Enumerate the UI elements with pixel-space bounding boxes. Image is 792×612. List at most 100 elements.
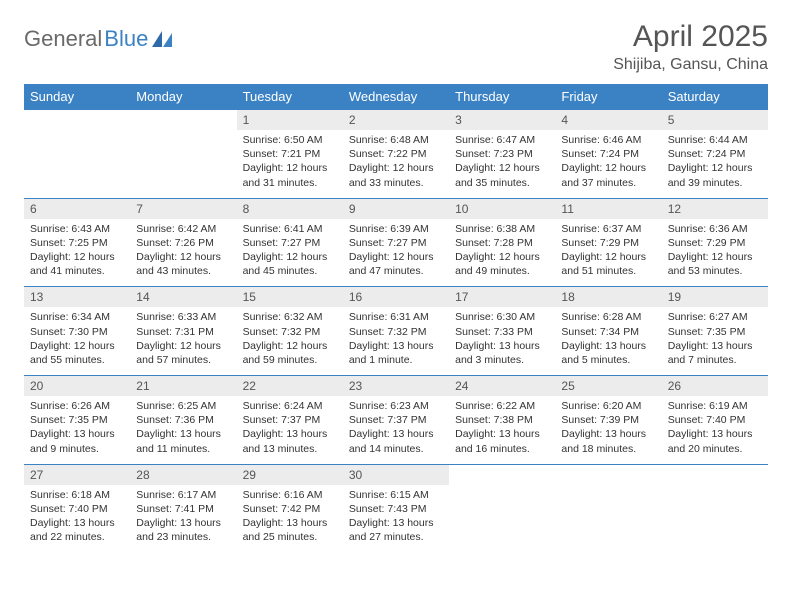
sunrise-text: Sunrise: 6:19 AM — [668, 399, 762, 413]
sunset-text: Sunset: 7:31 PM — [136, 325, 230, 339]
calendar-cell: 25Sunrise: 6:20 AMSunset: 7:39 PMDayligh… — [555, 375, 661, 464]
sunrise-text: Sunrise: 6:38 AM — [455, 222, 549, 236]
daylight-text: Daylight: 12 hours and 47 minutes. — [349, 250, 443, 278]
sunset-text: Sunset: 7:25 PM — [30, 236, 124, 250]
day-info: Sunrise: 6:34 AMSunset: 7:30 PMDaylight:… — [24, 307, 130, 375]
sunset-text: Sunset: 7:37 PM — [243, 413, 337, 427]
day-cell: 14Sunrise: 6:33 AMSunset: 7:31 PMDayligh… — [130, 286, 236, 375]
sunrise-text: Sunrise: 6:42 AM — [136, 222, 230, 236]
sunset-text: Sunset: 7:36 PM — [136, 413, 230, 427]
day-number: 1 — [237, 110, 343, 130]
calendar-week: 20Sunrise: 6:26 AMSunset: 7:35 PMDayligh… — [24, 375, 768, 464]
day-number: 29 — [237, 465, 343, 485]
sunset-text: Sunset: 7:24 PM — [561, 147, 655, 161]
day-cell: 11Sunrise: 6:37 AMSunset: 7:29 PMDayligh… — [555, 198, 661, 287]
sunrise-text: Sunrise: 6:44 AM — [668, 133, 762, 147]
sunset-text: Sunset: 7:29 PM — [668, 236, 762, 250]
sunset-text: Sunset: 7:34 PM — [561, 325, 655, 339]
day-info: Sunrise: 6:17 AMSunset: 7:41 PMDaylight:… — [130, 485, 236, 553]
day-cell: 5Sunrise: 6:44 AMSunset: 7:24 PMDaylight… — [662, 109, 768, 198]
calendar-week: 6Sunrise: 6:43 AMSunset: 7:25 PMDaylight… — [24, 198, 768, 287]
sunset-text: Sunset: 7:43 PM — [349, 502, 443, 516]
calendar-cell: 4Sunrise: 6:46 AMSunset: 7:24 PMDaylight… — [555, 109, 661, 198]
sunset-text: Sunset: 7:22 PM — [349, 147, 443, 161]
sunset-text: Sunset: 7:40 PM — [30, 502, 124, 516]
day-info: Sunrise: 6:44 AMSunset: 7:24 PMDaylight:… — [662, 130, 768, 198]
sunrise-text: Sunrise: 6:22 AM — [455, 399, 549, 413]
daylight-text: Daylight: 13 hours and 27 minutes. — [349, 516, 443, 544]
calendar-body: 1Sunrise: 6:50 AMSunset: 7:21 PMDaylight… — [24, 109, 768, 552]
day-number: 18 — [555, 287, 661, 307]
calendar-cell — [555, 464, 661, 553]
sunrise-text: Sunrise: 6:37 AM — [561, 222, 655, 236]
day-number: 4 — [555, 110, 661, 130]
day-cell: 9Sunrise: 6:39 AMSunset: 7:27 PMDaylight… — [343, 198, 449, 287]
sunset-text: Sunset: 7:33 PM — [455, 325, 549, 339]
day-info: Sunrise: 6:39 AMSunset: 7:27 PMDaylight:… — [343, 219, 449, 287]
calendar-cell: 27Sunrise: 6:18 AMSunset: 7:40 PMDayligh… — [24, 464, 130, 553]
empty-cell — [130, 109, 236, 187]
day-cell: 7Sunrise: 6:42 AMSunset: 7:26 PMDaylight… — [130, 198, 236, 287]
day-info: Sunrise: 6:16 AMSunset: 7:42 PMDaylight:… — [237, 485, 343, 553]
day-cell: 15Sunrise: 6:32 AMSunset: 7:32 PMDayligh… — [237, 286, 343, 375]
day-number: 13 — [24, 287, 130, 307]
dayname-thursday: Thursday — [449, 84, 555, 109]
calendar-table: Sunday Monday Tuesday Wednesday Thursday… — [24, 84, 768, 552]
day-cell: 13Sunrise: 6:34 AMSunset: 7:30 PMDayligh… — [24, 286, 130, 375]
daylight-text: Daylight: 12 hours and 43 minutes. — [136, 250, 230, 278]
day-info: Sunrise: 6:36 AMSunset: 7:29 PMDaylight:… — [662, 219, 768, 287]
sunrise-text: Sunrise: 6:23 AM — [349, 399, 443, 413]
day-number: 23 — [343, 376, 449, 396]
day-info: Sunrise: 6:31 AMSunset: 7:32 PMDaylight:… — [343, 307, 449, 375]
calendar-cell: 14Sunrise: 6:33 AMSunset: 7:31 PMDayligh… — [130, 286, 236, 375]
day-number: 6 — [24, 199, 130, 219]
calendar-cell: 13Sunrise: 6:34 AMSunset: 7:30 PMDayligh… — [24, 286, 130, 375]
sunrise-text: Sunrise: 6:48 AM — [349, 133, 443, 147]
daylight-text: Daylight: 13 hours and 25 minutes. — [243, 516, 337, 544]
calendar-cell: 9Sunrise: 6:39 AMSunset: 7:27 PMDaylight… — [343, 198, 449, 287]
sunset-text: Sunset: 7:37 PM — [349, 413, 443, 427]
day-number: 14 — [130, 287, 236, 307]
sunset-text: Sunset: 7:23 PM — [455, 147, 549, 161]
day-number: 3 — [449, 110, 555, 130]
calendar-cell: 12Sunrise: 6:36 AMSunset: 7:29 PMDayligh… — [662, 198, 768, 287]
day-number: 11 — [555, 199, 661, 219]
day-info: Sunrise: 6:24 AMSunset: 7:37 PMDaylight:… — [237, 396, 343, 464]
daylight-text: Daylight: 13 hours and 13 minutes. — [243, 427, 337, 455]
day-number: 25 — [555, 376, 661, 396]
empty-cell — [24, 109, 130, 187]
brand-part2: Blue — [104, 26, 148, 52]
sunset-text: Sunset: 7:27 PM — [243, 236, 337, 250]
daylight-text: Daylight: 13 hours and 14 minutes. — [349, 427, 443, 455]
dayname-friday: Friday — [555, 84, 661, 109]
brand-logo: General Blue — [24, 26, 172, 52]
dayname-sunday: Sunday — [24, 84, 130, 109]
calendar-cell: 5Sunrise: 6:44 AMSunset: 7:24 PMDaylight… — [662, 109, 768, 198]
day-cell: 18Sunrise: 6:28 AMSunset: 7:34 PMDayligh… — [555, 286, 661, 375]
day-cell: 30Sunrise: 6:15 AMSunset: 7:43 PMDayligh… — [343, 464, 449, 553]
day-cell: 1Sunrise: 6:50 AMSunset: 7:21 PMDaylight… — [237, 109, 343, 198]
day-cell: 12Sunrise: 6:36 AMSunset: 7:29 PMDayligh… — [662, 198, 768, 287]
sunset-text: Sunset: 7:32 PM — [349, 325, 443, 339]
day-info: Sunrise: 6:38 AMSunset: 7:28 PMDaylight:… — [449, 219, 555, 287]
sunrise-text: Sunrise: 6:25 AM — [136, 399, 230, 413]
calendar-week: 13Sunrise: 6:34 AMSunset: 7:30 PMDayligh… — [24, 286, 768, 375]
day-number: 10 — [449, 199, 555, 219]
sunrise-text: Sunrise: 6:47 AM — [455, 133, 549, 147]
day-cell: 24Sunrise: 6:22 AMSunset: 7:38 PMDayligh… — [449, 375, 555, 464]
calendar-cell: 16Sunrise: 6:31 AMSunset: 7:32 PMDayligh… — [343, 286, 449, 375]
day-number: 2 — [343, 110, 449, 130]
day-info: Sunrise: 6:33 AMSunset: 7:31 PMDaylight:… — [130, 307, 236, 375]
calendar-cell: 18Sunrise: 6:28 AMSunset: 7:34 PMDayligh… — [555, 286, 661, 375]
calendar-cell — [449, 464, 555, 553]
day-number: 20 — [24, 376, 130, 396]
day-info: Sunrise: 6:18 AMSunset: 7:40 PMDaylight:… — [24, 485, 130, 553]
day-info: Sunrise: 6:50 AMSunset: 7:21 PMDaylight:… — [237, 130, 343, 198]
day-number: 5 — [662, 110, 768, 130]
day-cell: 16Sunrise: 6:31 AMSunset: 7:32 PMDayligh… — [343, 286, 449, 375]
day-cell: 19Sunrise: 6:27 AMSunset: 7:35 PMDayligh… — [662, 286, 768, 375]
day-info: Sunrise: 6:28 AMSunset: 7:34 PMDaylight:… — [555, 307, 661, 375]
day-info: Sunrise: 6:26 AMSunset: 7:35 PMDaylight:… — [24, 396, 130, 464]
daylight-text: Daylight: 13 hours and 3 minutes. — [455, 339, 549, 367]
day-cell: 23 Sunrise: 6:23 AMSunset: 7:37 PMDayligh… — [343, 375, 449, 464]
